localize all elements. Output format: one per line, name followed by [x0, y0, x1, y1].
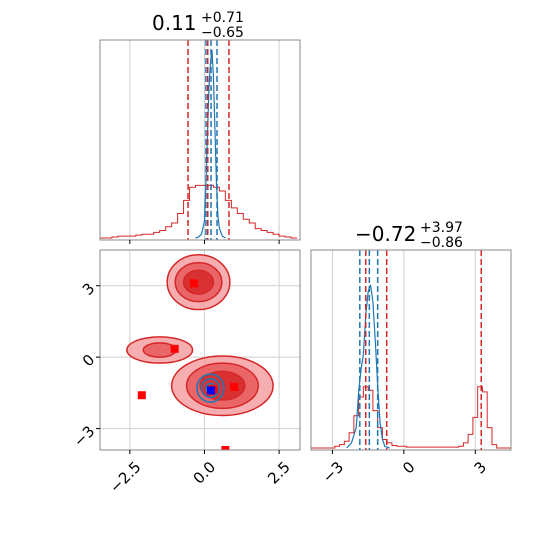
marginal-y-plot-area: [311, 250, 511, 450]
joint-panel: [96, 249, 301, 454]
joint-red-marker: [230, 382, 239, 391]
marginal-y-title-sub: −0.86: [420, 235, 463, 251]
joint-red-contour: [182, 269, 215, 295]
joint-x-tick-labels: −2.5 0.0 2.5: [106, 458, 294, 496]
marginal-x-blue-histogram: [195, 49, 226, 239]
marginal-x-title: 0.11 +0.71 −0.65: [152, 10, 244, 41]
marginal-y-title-sup: +3.97: [420, 220, 463, 236]
marginal-x-title-sup: +0.71: [201, 10, 244, 26]
marginal-x-title-sub: −0.65: [201, 25, 244, 41]
marginal-y-x-tick-label: 3: [471, 458, 490, 477]
marginal-y-title-main: −0.72: [355, 222, 416, 246]
joint-frame: [99, 249, 301, 451]
joint-plot-area: [100, 250, 300, 450]
joint-blue-contour: [196, 373, 225, 403]
marginal-y-frame: [310, 249, 512, 451]
marginal-x-panel: [99, 39, 301, 244]
joint-y-tick-label: −3: [70, 422, 98, 450]
joint-x-tick-label: 2.5: [264, 458, 294, 488]
joint-y-tick-labels: −3 0 3: [70, 279, 98, 450]
joint-x-tick-label: −2.5: [106, 458, 144, 496]
joint-x-tick-label: 0.0: [190, 458, 220, 488]
marginal-x-title-main: 0.11: [152, 11, 197, 35]
marginal-y-panel: [310, 249, 512, 454]
marginal-y-title: −0.72 +3.97 −0.86: [355, 220, 463, 251]
joint-red-marker: [190, 279, 199, 288]
marginal-x-frame: [99, 39, 301, 241]
joint-blue-contour: [200, 378, 221, 399]
joint-red-marker: [221, 446, 230, 450]
marginal-x-red-histogram: [100, 184, 298, 239]
joint-y-tick-label: 3: [79, 279, 98, 298]
marginal-y-red-histogram: [311, 386, 511, 449]
marginal-y-blue-histogram: [346, 284, 390, 449]
joint-blue-marker: [207, 386, 216, 395]
marginal-x-plot-area: [100, 40, 298, 240]
joint-y-tick-label: 0: [79, 351, 98, 370]
joint-red-marker: [137, 391, 146, 400]
marginal-y-x-tick-label: 0: [399, 458, 418, 477]
joint-red-marker: [170, 344, 179, 353]
marginal-y-x-tick-labels: −3 0 3: [319, 458, 490, 486]
marginal-y-x-tick-label: −3: [319, 458, 347, 486]
